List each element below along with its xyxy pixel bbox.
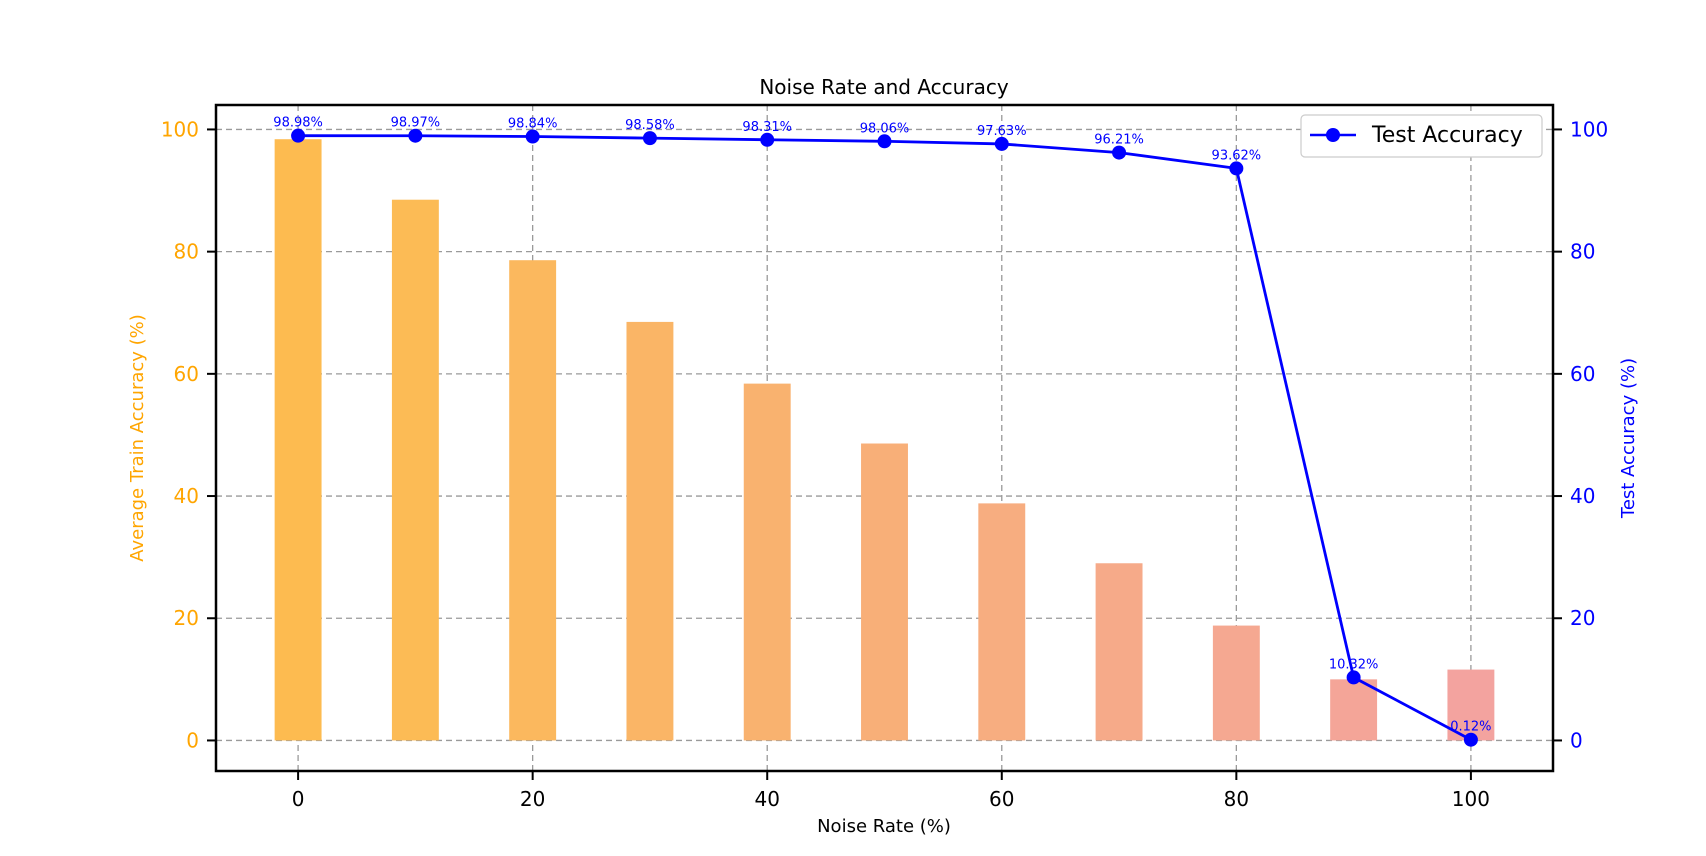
y-tick-label-right: 100 (1570, 117, 1608, 141)
data-label: 10.32% (1329, 657, 1379, 672)
test-accuracy-point (525, 129, 540, 144)
y-tick-label-left: 100 (161, 117, 199, 141)
y-tick-label-right: 20 (1570, 606, 1595, 630)
bar (509, 260, 557, 741)
bar (274, 139, 322, 741)
bar (1212, 625, 1260, 741)
legend: Test Accuracy (1300, 114, 1543, 158)
data-label: 98.98% (273, 116, 323, 131)
y-tick-label-left: 0 (186, 728, 199, 752)
bar (1095, 563, 1143, 741)
data-label: 98.84% (508, 117, 558, 132)
test-accuracy-point (1112, 145, 1127, 160)
y-tick-label-left: 40 (174, 484, 199, 508)
test-accuracy-point (642, 131, 657, 146)
test-accuracy-point (760, 132, 775, 147)
data-label: 98.31% (742, 120, 792, 135)
x-tick-label: 20 (520, 787, 545, 811)
bar (626, 321, 674, 741)
y-tick-label-right: 0 (1570, 728, 1583, 752)
bar (743, 383, 791, 741)
x-tick-label: 100 (1452, 787, 1490, 811)
test-accuracy-point (1229, 161, 1244, 176)
data-labels: 98.98% 98.97% 98.84% 98.58% 98.31% 98.06% 97.6… (273, 116, 1491, 735)
y-tick-label-left: 60 (174, 362, 199, 386)
y-tick-label-right: 60 (1570, 362, 1595, 386)
data-label: 96.21% (1094, 133, 1144, 148)
bar (1447, 669, 1495, 741)
y-axis-title-right: Test Accuracy (%) (1618, 358, 1639, 519)
bar-series (274, 139, 1495, 741)
y-tick-label-right: 40 (1570, 484, 1595, 508)
test-accuracy-point (877, 134, 892, 149)
y-axis-left: 0 20 40 60 80 100 (161, 117, 216, 752)
chart-title: Noise Rate and Accuracy (759, 75, 1009, 99)
data-label: 93.62% (1212, 148, 1262, 163)
x-tick-label: 80 (1224, 787, 1249, 811)
bar (861, 443, 908, 741)
x-tick-label: 60 (989, 787, 1014, 811)
data-label: 98.58% (625, 118, 675, 133)
data-label: 98.97% (391, 116, 441, 131)
test-accuracy-point (291, 128, 306, 143)
y-axis-title-left: Average Train Accuracy (%) (127, 314, 148, 562)
y-tick-label-left: 20 (174, 606, 199, 630)
legend-box (1300, 114, 1543, 158)
data-label: 98.06% (860, 121, 910, 136)
bar (391, 199, 439, 741)
legend-label-test-accuracy: Test Accuracy (1371, 123, 1523, 148)
x-axis-title: Noise Rate (%) (817, 816, 951, 837)
test-accuracy-point (994, 136, 1009, 151)
line-series (291, 128, 1478, 747)
test-accuracy-point (1346, 670, 1361, 685)
bar (978, 503, 1026, 741)
test-accuracy-point (1463, 732, 1478, 747)
x-tick-label: 40 (754, 787, 779, 811)
y-axis-right: 0 20 40 60 80 100 (1553, 117, 1608, 752)
bar (1330, 679, 1378, 741)
plot-frame (214, 103, 1555, 773)
legend-point-marker (1326, 128, 1340, 142)
x-axis: 0 20 40 60 80 100 (292, 771, 1490, 811)
y-tick-label-left: 80 (174, 240, 199, 264)
y-tick-label-right: 80 (1570, 240, 1595, 264)
x-tick-label: 0 (292, 787, 305, 811)
data-label: 97.63% (977, 124, 1027, 139)
data-label: 0.12% (1450, 720, 1491, 735)
test-accuracy-point (408, 128, 423, 143)
